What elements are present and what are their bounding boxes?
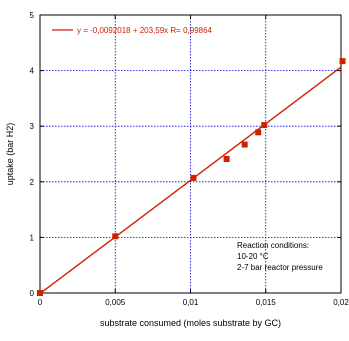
y-tick-label: 1 [30, 233, 35, 242]
data-point [241, 141, 248, 148]
x-tick-label: 0,005 [105, 298, 126, 307]
data-point [37, 290, 43, 296]
legend: y = -0,0092018 + 203,59x R= 0,99864 [52, 26, 213, 35]
y-axis-label: uptake (bar H2) [5, 123, 15, 186]
legend-entry: y = -0,0092018 + 203,59x R= 0,99864 [77, 26, 213, 35]
x-tick-label: 0 [38, 298, 43, 307]
data-point [223, 156, 230, 163]
grid [40, 15, 341, 293]
axis-ticks: 0 0,005 0,01 0,015 0,02 0 1 2 3 4 5 [30, 11, 349, 307]
data-point [112, 233, 119, 240]
x-tick-label: 0,015 [256, 298, 277, 307]
annotation-line-3: 2-7 bar reactor pressure [237, 263, 323, 272]
annotation-line-2: 10-20 °C [237, 252, 269, 261]
data-point [339, 58, 346, 65]
data-points [37, 58, 346, 296]
fit-line-group [39, 66, 342, 295]
annotation-line-1: Reaction conditions: [237, 241, 309, 250]
data-point [261, 122, 268, 129]
y-tick-label: 0 [30, 289, 35, 298]
x-axis-label: substrate consumed (moles substrate by G… [100, 318, 281, 328]
data-point [255, 129, 262, 136]
y-tick-label: 3 [30, 122, 35, 131]
fit-line [39, 66, 342, 295]
y-tick-label: 4 [30, 67, 35, 76]
x-tick-label: 0,02 [333, 298, 349, 307]
y-tick-label: 2 [30, 178, 35, 187]
annotation-box: Reaction conditions: 10-20 °C 2-7 bar re… [237, 241, 323, 272]
data-point [190, 174, 197, 181]
y-tick-label: 5 [30, 11, 35, 20]
x-tick-label: 0,01 [183, 298, 199, 307]
